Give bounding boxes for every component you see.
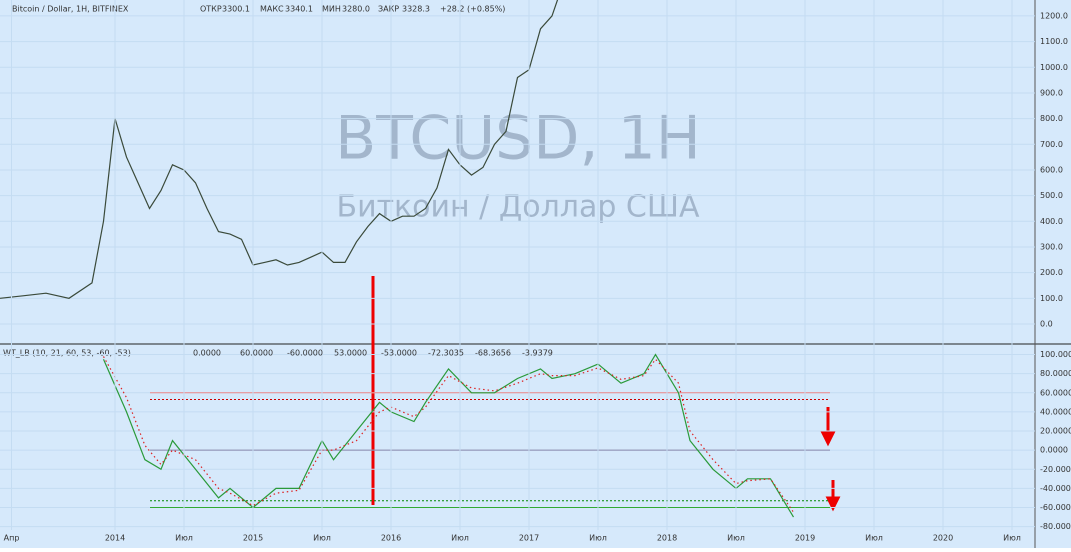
change: +28.2 (+0.85%) bbox=[440, 5, 505, 14]
x-tick-label: Июл bbox=[451, 534, 469, 543]
indicator-value: 53.0000 bbox=[334, 349, 367, 358]
y-tick-label: 900.0 bbox=[1040, 88, 1063, 97]
symbol: Bitcoin / Dollar, 1H, BITFINEX bbox=[12, 5, 129, 14]
y-tick-label: 60.0000 bbox=[1040, 388, 1071, 397]
indicator-value: -53.0000 bbox=[381, 349, 417, 358]
y-tick-label: 200.0 bbox=[1040, 268, 1063, 277]
y-tick-label: 600.0 bbox=[1040, 165, 1063, 174]
x-tick-label: Апр bbox=[4, 534, 20, 543]
pane bbox=[0, 0, 1035, 325]
y-tick-label: 0.0 bbox=[1040, 320, 1053, 329]
open-label: ОТКР bbox=[200, 5, 222, 14]
y-tick-label: -80.0000 bbox=[1040, 522, 1071, 531]
indicator-value: -60.0000 bbox=[287, 349, 323, 358]
x-tick-label: Июл bbox=[589, 534, 607, 543]
y-tick-label: -60.0000 bbox=[1040, 503, 1071, 512]
x-tick-label: 2015 bbox=[243, 534, 263, 543]
annotation-arrow bbox=[820, 407, 836, 447]
y-tick-label: 400.0 bbox=[1040, 217, 1063, 226]
indicator-value: -3.9379 bbox=[522, 349, 553, 358]
y-tick-label: 20.0000 bbox=[1040, 427, 1071, 436]
series-line bbox=[0, 0, 559, 299]
indicator-value: -72.3035 bbox=[428, 349, 464, 358]
series-line bbox=[102, 356, 794, 513]
y-tick-label: 80.0000 bbox=[1040, 369, 1071, 378]
indicator-value: 0.0000 bbox=[193, 349, 221, 358]
y-tick-label: -20.0000 bbox=[1040, 465, 1071, 474]
y-tick-label: 40.0000 bbox=[1040, 407, 1071, 416]
x-tick-label: Июл bbox=[865, 534, 883, 543]
open: 3300.1 bbox=[222, 5, 250, 14]
annotation-arrow bbox=[825, 480, 841, 512]
pane bbox=[0, 353, 1035, 528]
y-tick-label: 500.0 bbox=[1040, 191, 1063, 200]
series-line bbox=[102, 353, 795, 518]
y-tick-label: 1100.0 bbox=[1040, 37, 1068, 46]
y-tick-label: 1200.0 bbox=[1040, 11, 1068, 20]
x-tick-label: 2019 bbox=[795, 534, 815, 543]
y-tick-label: -40.0000 bbox=[1040, 484, 1071, 493]
x-tick-label: 2020 bbox=[933, 534, 953, 543]
low-label: МИН bbox=[322, 5, 341, 14]
x-tick-label: Июл bbox=[313, 534, 331, 543]
close-label: ЗАКР bbox=[378, 5, 399, 14]
y-tick-label: 100.0 bbox=[1040, 294, 1063, 303]
y-tick-label: 700.0 bbox=[1040, 140, 1063, 149]
y-tick-label: 100.0000 bbox=[1040, 350, 1071, 359]
y-tick-label: 800.0 bbox=[1040, 114, 1063, 123]
x-tick-label: Июл bbox=[1003, 534, 1021, 543]
x-tick-label: 2016 bbox=[381, 534, 401, 543]
low: 3280.0 bbox=[342, 5, 370, 14]
x-tick-label: 2017 bbox=[519, 534, 539, 543]
x-tick-label: 2018 bbox=[657, 534, 677, 543]
y-tick-label: 0.0000 bbox=[1040, 446, 1068, 455]
high: 3340.1 bbox=[285, 5, 313, 14]
x-tick-label: Июл bbox=[175, 534, 193, 543]
indicator-value: -68.3656 bbox=[475, 349, 511, 358]
high-label: МАКС bbox=[260, 5, 284, 14]
indicator-title: WT_LB (10, 21, 60, 53, -60, -53) bbox=[3, 349, 131, 358]
close: 3328.3 bbox=[402, 5, 430, 14]
watermark-title: BTCUSD, 1H bbox=[335, 104, 701, 174]
y-tick-label: 300.0 bbox=[1040, 242, 1063, 251]
y-tick-label: 1000.0 bbox=[1040, 63, 1068, 72]
x-tick-label: Июл bbox=[727, 534, 745, 543]
indicator-value: 60.0000 bbox=[240, 349, 273, 358]
x-tick-label: 2014 bbox=[105, 534, 125, 543]
